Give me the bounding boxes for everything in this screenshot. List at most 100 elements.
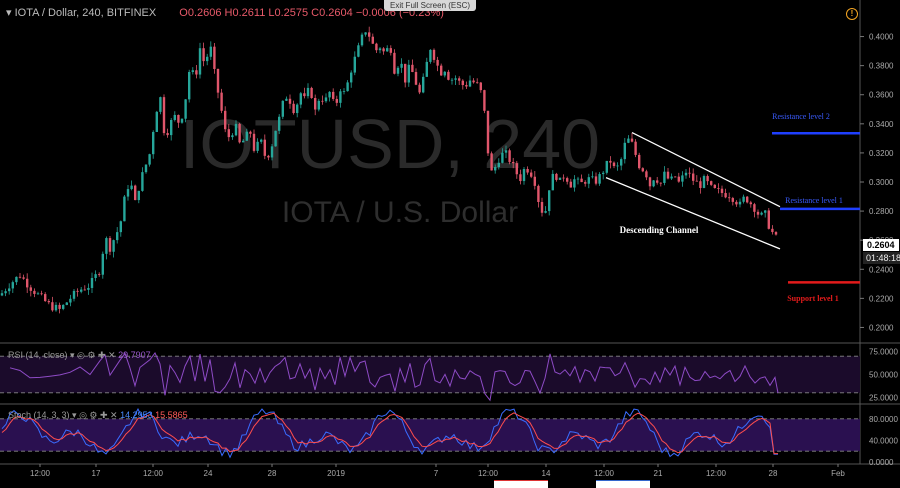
- candle-body: [735, 201, 738, 205]
- candle-body: [112, 240, 115, 252]
- candle-body: [717, 187, 720, 189]
- candle-body: [72, 290, 76, 299]
- price-tick-label: 0.2000: [869, 323, 894, 332]
- candle-body: [94, 274, 97, 278]
- level-lines[interactable]: [772, 132, 860, 284]
- candle-body: [350, 72, 353, 83]
- candle-body: [36, 293, 40, 295]
- candle-body: [461, 80, 464, 86]
- candle-body: [512, 161, 515, 164]
- candle-body: [522, 168, 526, 182]
- candle-body: [15, 276, 18, 283]
- price-tick-label: 0.3600: [869, 91, 894, 100]
- candle-body: [119, 221, 122, 233]
- candle-body: [98, 274, 101, 275]
- candle-body: [753, 204, 756, 212]
- candle-body: [558, 177, 562, 180]
- candle-body: [26, 278, 29, 288]
- candle-body: [472, 80, 475, 83]
- price-tick-label: 0.2200: [869, 294, 894, 303]
- candle-body: [22, 277, 25, 279]
- candle-body: [83, 289, 86, 291]
- candle-body: [386, 48, 389, 52]
- rsi-panel: 75.0000 50.0000 25.0000: [0, 348, 898, 402]
- candle-body: [443, 71, 446, 76]
- candle-body: [429, 49, 432, 62]
- buy-tab[interactable]: [596, 480, 650, 488]
- candle-body: [332, 91, 335, 99]
- candle-body: [270, 146, 274, 158]
- candle-body: [645, 171, 648, 178]
- time-tick-label: 7: [434, 469, 439, 478]
- candle-body: [306, 87, 310, 97]
- stoch-legend[interactable]: Stoch (14, 3, 3) ▾ ◎ ⚙ ✚ ✕ 14.2953 15.58…: [8, 410, 188, 420]
- candle-body: [738, 201, 742, 205]
- symbol-header[interactable]: ▾ IOTA / Dollar, 240, BITFINEX O0.2606 H…: [6, 6, 444, 19]
- descending-channel[interactable]: [605, 131, 781, 250]
- candle-body: [328, 91, 331, 98]
- candle-body: [440, 65, 443, 76]
- watermark-symbol: IOTUSD, 240: [180, 105, 600, 183]
- candle-body: [706, 176, 709, 182]
- candle-body: [299, 93, 302, 105]
- dropdown-arrow-icon[interactable]: ▾: [6, 7, 12, 19]
- channel-line-upper: [631, 131, 781, 208]
- candle-body: [130, 185, 133, 190]
- candle-body: [155, 111, 158, 132]
- channel-label: Descending Channel: [620, 225, 699, 235]
- candle-body: [108, 238, 112, 252]
- candle-body: [170, 119, 173, 136]
- rsi-legend[interactable]: RSI (14, close) ▾ ◎ ⚙ ✚ ✕ 29.7907: [8, 350, 151, 360]
- candle-body: [184, 99, 187, 119]
- candle-body: [0, 293, 4, 296]
- candle-body: [594, 176, 598, 184]
- candle-body: [688, 172, 691, 174]
- candle-body: [202, 48, 205, 62]
- time-tick-label: 17: [92, 469, 101, 478]
- candle-body: [346, 82, 349, 92]
- candle-body: [396, 67, 400, 74]
- candle-body: [267, 155, 270, 158]
- candle-body: [677, 176, 680, 182]
- price-tick-label: 0.3200: [869, 149, 894, 158]
- candle-body: [368, 32, 371, 37]
- candle-body: [177, 114, 180, 123]
- sell-tab[interactable]: [494, 480, 548, 488]
- candle-body: [144, 164, 148, 173]
- candle-body: [544, 211, 547, 213]
- candle-body: [720, 188, 724, 194]
- candle-body: [191, 70, 194, 72]
- candle-body: [152, 131, 155, 155]
- candle-body: [764, 210, 767, 213]
- candle-body: [375, 43, 378, 51]
- candle-body: [627, 138, 630, 143]
- candle-body: [620, 159, 623, 166]
- candle-body: [746, 196, 749, 203]
- price-tick-label: 0.4000: [869, 33, 894, 42]
- candle-body: [710, 181, 713, 185]
- candle-body: [310, 87, 313, 98]
- candle-body: [641, 168, 644, 172]
- candle-body: [436, 59, 439, 66]
- stoch-k-line: [1, 408, 778, 459]
- time-tick-label: Feb: [831, 469, 845, 478]
- time-tick-label: 24: [204, 469, 213, 478]
- candle-body: [598, 174, 601, 184]
- stoch-label: Stoch (14, 3, 3): [8, 410, 70, 420]
- candle-body: [760, 212, 763, 215]
- candle-body: [252, 133, 256, 151]
- candle-body: [90, 277, 94, 288]
- price-tick-label: 0.3000: [869, 178, 894, 187]
- candle-body: [587, 177, 590, 184]
- rsi-tick-label: 75.0000: [869, 348, 898, 357]
- exit-fullscreen-button[interactable]: Exit Full Screen (ESC): [384, 0, 477, 11]
- alert-icon[interactable]: !: [846, 8, 858, 20]
- candle-body: [623, 142, 626, 160]
- price-tick-label: 0.2800: [869, 207, 894, 216]
- stoch-tick-label: 0.0000: [869, 458, 894, 467]
- candle-body: [245, 131, 248, 141]
- candle-body: [602, 172, 605, 175]
- candle-body: [742, 196, 745, 202]
- candle-body: [231, 135, 234, 138]
